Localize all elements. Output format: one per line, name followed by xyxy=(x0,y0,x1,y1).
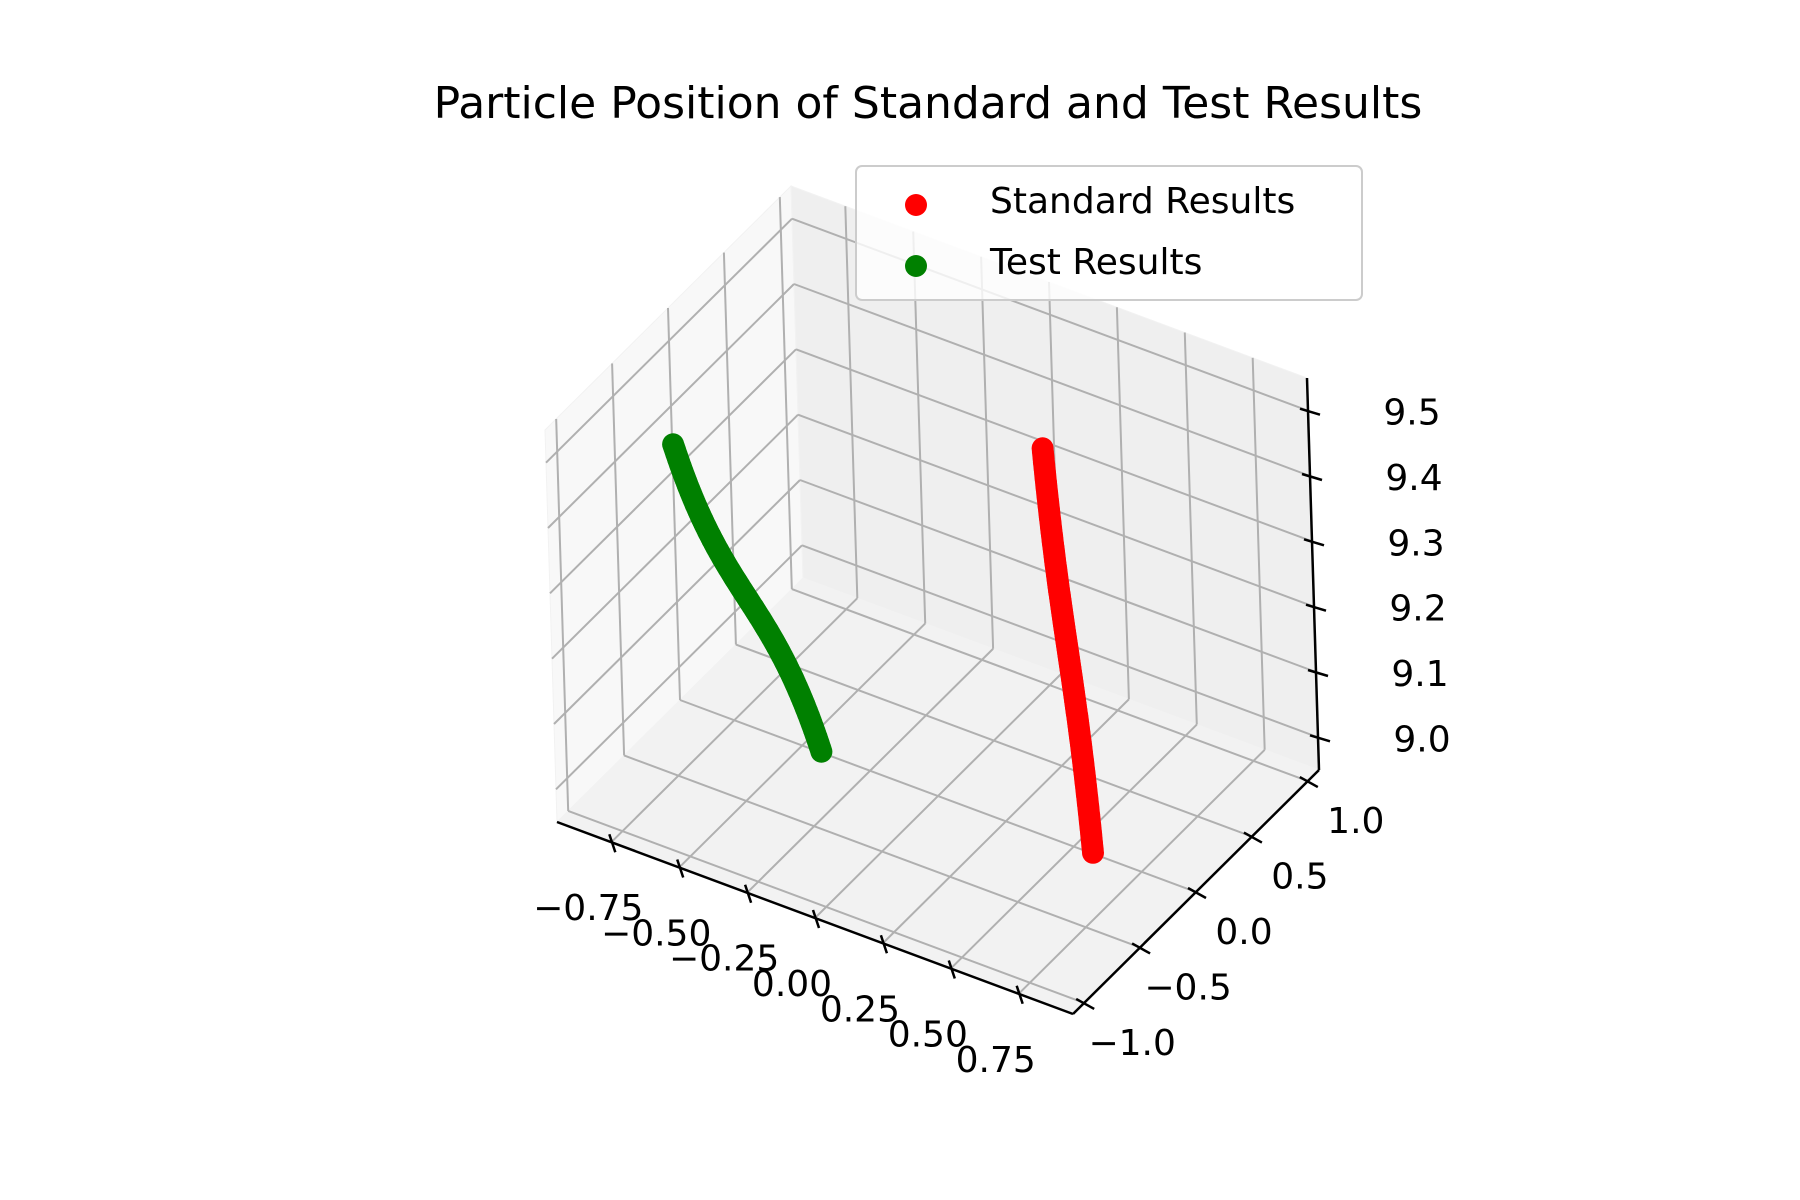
grid-z-left-1 xyxy=(553,479,801,725)
z-tick-mark-1 xyxy=(1307,668,1329,678)
series-standard xyxy=(1031,437,1104,864)
grid-y-floor-1 xyxy=(623,754,1141,949)
x-tick-mark-4 xyxy=(879,934,889,954)
data-series xyxy=(662,433,1104,864)
z-tick-label-0: 9.0 xyxy=(1393,719,1450,760)
y-tick-mark-0 xyxy=(1075,997,1095,1011)
grid-y-left-1 xyxy=(611,363,626,756)
grid-z-left-5 xyxy=(545,217,793,464)
legend-frame xyxy=(855,165,1363,301)
y-axis-ticks: −1.0 −0.5 0.0 0.5 1.0 xyxy=(1075,775,1384,1064)
x-tick-label-2: −0.25 xyxy=(669,939,779,980)
z-tick-mark-2 xyxy=(1305,603,1327,612)
x-tick-mark-6 xyxy=(1015,985,1024,1005)
y-tick-label-4: 1.0 xyxy=(1327,801,1384,842)
grid-z-back-3 xyxy=(795,348,1313,543)
x-tick-mark-2 xyxy=(743,884,753,904)
z-tick-label-5: 9.5 xyxy=(1383,393,1440,434)
x-tick-mark-1 xyxy=(676,859,685,878)
grid-z-back-4 xyxy=(793,283,1311,477)
grid-x-back-4 xyxy=(1115,307,1130,700)
x-tick-label-0: −0.75 xyxy=(533,888,643,929)
z-tick-label-2: 9.2 xyxy=(1389,589,1446,630)
legend: Standard Results Test Results xyxy=(855,165,1363,301)
grid-y-left-0 xyxy=(555,418,570,811)
grid-x-back-2 xyxy=(980,256,995,649)
x-tick-label-6: 0.75 xyxy=(956,1040,1036,1081)
x-axis-ticks: −0.75−0.50−0.250.000.250.500.75 xyxy=(533,833,1036,1081)
z-tick-label-1: 9.1 xyxy=(1391,654,1448,695)
z-tick-mark-4 xyxy=(1301,472,1323,482)
y-tick-label-2: 0.0 xyxy=(1215,912,1272,953)
x-tick-mark-5 xyxy=(947,960,956,979)
legend-label-test: Test Results xyxy=(989,242,1202,283)
grid-z-left-0 xyxy=(555,544,803,791)
z-tick-label-4: 9.4 xyxy=(1385,458,1442,499)
grid-y-floor-3 xyxy=(735,643,1253,838)
x-tick-label-5: 0.50 xyxy=(888,1015,968,1056)
grid-y-floor-0 xyxy=(567,809,1085,1004)
y-tick-label-1: −0.5 xyxy=(1144,967,1231,1008)
z-tick-mark-5 xyxy=(1299,407,1321,416)
x-tick-label-4: 0.25 xyxy=(820,989,900,1030)
x-tick-label-3: 0.00 xyxy=(752,964,832,1005)
grid-y-floor-4 xyxy=(791,588,1309,783)
y-tick-label-0: −1.0 xyxy=(1088,1023,1175,1064)
y-tick-mark-3 xyxy=(1243,831,1263,844)
grid-y-floor-2 xyxy=(679,699,1197,893)
z-tick-mark-0 xyxy=(1309,734,1331,743)
z-axis-line xyxy=(1305,377,1321,771)
grid-x-back-6 xyxy=(1251,357,1266,750)
axis-panes xyxy=(544,184,1320,1015)
grid-x-back-0 xyxy=(844,206,859,599)
chart-title: Particle Position of Standard and Test R… xyxy=(434,78,1423,129)
z-axis-ticks: 9.0 9.1 9.2 9.3 9.4 9.5 xyxy=(1299,393,1451,760)
x-tick-mark-3 xyxy=(811,909,821,929)
grid-z-left-2 xyxy=(551,413,799,660)
x-tick-label-1: −0.50 xyxy=(601,913,711,954)
legend-marker-standard xyxy=(905,194,927,216)
y-tick-mark-4 xyxy=(1299,775,1319,789)
grid-z-left-4 xyxy=(547,283,795,529)
grid-y-left-2 xyxy=(667,307,681,701)
y-tick-mark-1 xyxy=(1131,942,1151,955)
legend-label-standard: Standard Results xyxy=(990,181,1295,222)
standard-point-160 xyxy=(1031,437,1054,460)
z-tick-label-3: 9.3 xyxy=(1387,523,1444,564)
series-test xyxy=(662,433,833,763)
grid-y-left-4 xyxy=(778,197,793,590)
y-tick-label-3: 0.5 xyxy=(1271,857,1328,898)
y-tick-mark-2 xyxy=(1187,886,1207,900)
z-tick-mark-3 xyxy=(1303,538,1325,547)
x-tick-mark-0 xyxy=(608,833,617,853)
test-point-160 xyxy=(662,433,685,456)
legend-marker-test xyxy=(905,255,927,277)
grid-x-back-5 xyxy=(1183,332,1198,725)
